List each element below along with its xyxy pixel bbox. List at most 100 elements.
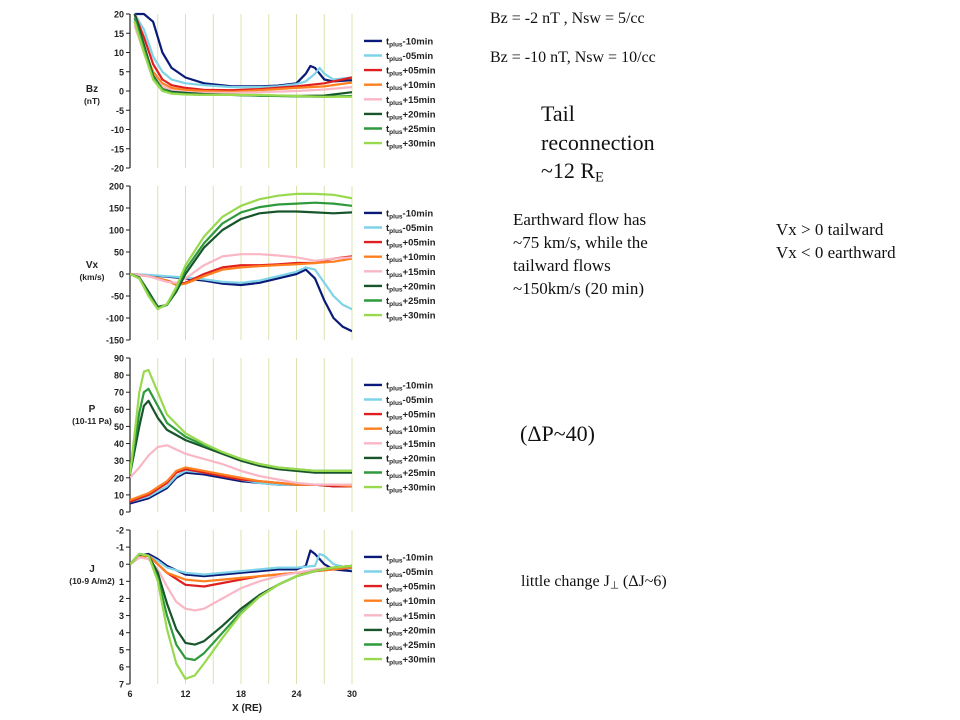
y-tick-label: 150 (109, 204, 124, 214)
series-line (133, 21, 352, 98)
x-tick-label: 18 (236, 689, 246, 699)
legend-label: tplus+10min (386, 424, 436, 436)
y-tick-label: -5 (116, 106, 124, 116)
legend-label: tplus+20min (386, 625, 436, 637)
series-line (133, 13, 352, 89)
legend-label: tplus+05min (386, 238, 436, 250)
y-tick-label: 1 (119, 577, 124, 587)
panel-p: 90 80 70 60 50 40 30 20 10 0 P(10-11 Pa) tplus-10mi… (72, 354, 436, 518)
legend-label: tplus+15min (386, 95, 436, 107)
y-tick-label: -1 (116, 543, 124, 553)
legend-label: tplus+10min (386, 596, 436, 608)
y-tick-label: 0 (119, 87, 124, 97)
series-line (130, 192, 352, 311)
legend-label: tplus+30min (386, 311, 436, 323)
vx-note-line-2: Vx < 0 earthward (776, 242, 896, 262)
legend-label: tplus+05min (386, 66, 436, 78)
series-line (130, 266, 352, 311)
y-tick-label: -50 (111, 292, 124, 302)
y-tick-label: 15 (114, 29, 124, 39)
y-tick-label: 7 (119, 680, 124, 690)
y-tick-label: -2 (116, 526, 124, 536)
series-line (130, 549, 352, 578)
tail-note-distance: ~12 R (541, 158, 596, 184)
y-tick-label: 200 (109, 182, 124, 192)
x-tick-label: 30 (347, 689, 357, 699)
y-tick-label: 2 (119, 594, 124, 604)
legend-label: tplus+05min (386, 582, 436, 594)
y-tick-label: -10 (111, 125, 124, 135)
y-tick-label: 50 (114, 422, 124, 432)
y-tick-label: 20 (114, 10, 124, 20)
y-tick-label: 0 (119, 508, 124, 518)
legend: tplus-10min tplus-05min tplus+05min tplus+1… (364, 552, 436, 667)
y-tick-label: -15 (111, 144, 124, 154)
legend-label: tplus+25min (386, 640, 436, 652)
legend-label: tplus+30min (386, 655, 436, 667)
legend-label: tplus-10min (386, 208, 433, 220)
y-axis-unit: (nT) (84, 96, 100, 106)
jperp-note-text: little change J (521, 573, 610, 590)
y-tick-label: 6 (119, 662, 124, 672)
legend-label: tplus+25min (386, 296, 436, 308)
legend-label: tplus+25min (386, 124, 436, 136)
legend: tplus-10min tplus-05min tplus+05min tplus+1… (364, 208, 436, 323)
legend-label: tplus-05min (386, 51, 433, 63)
x-tick-label: 6 (127, 689, 132, 699)
y-axis-label: P (89, 404, 96, 415)
legend: tplus-10min tplus-05min tplus+05min tplus+1… (364, 380, 436, 495)
tail-note-subscript: E (595, 169, 604, 186)
y-tick-label: 0 (119, 270, 124, 280)
panel-bz: 20151050-5-10-15-20Bz(nT)tplus-10mintplu… (84, 10, 436, 174)
flow-note-line-2: ~75 km/s, while the (513, 232, 648, 252)
y-tick-label: 100 (109, 226, 124, 236)
flow-note-line-3: tailward flows (513, 255, 611, 275)
y-tick-label: -150 (106, 336, 124, 346)
y-tick-label: 50 (114, 248, 124, 258)
y-tick-label: 70 (114, 388, 124, 398)
condition-label-1: Bz = -2 nT , Nsw = 5/cc (490, 10, 645, 27)
y-tick-label: 10 (114, 490, 124, 500)
legend-label: tplus+10min (386, 80, 436, 92)
y-tick-label: 4 (119, 628, 124, 638)
y-axis-label: J (89, 564, 95, 575)
legend-label: tplus-05min (386, 567, 433, 579)
series-line (130, 253, 352, 284)
legend-label: tplus+20min (386, 109, 436, 121)
delta-p-note: (ΔP~40) (520, 421, 595, 446)
y-axis-unit: (10-11 Pa) (72, 416, 112, 426)
legend-label: tplus-10min (386, 36, 433, 48)
jperp-note-subscript: ⊥ (609, 580, 619, 592)
flow-note-line-4: ~150km/s (20 min) (513, 278, 645, 298)
y-tick-label: 90 (114, 354, 124, 364)
y-tick-label: 60 (114, 405, 124, 415)
legend-label: tplus+05min (386, 410, 436, 422)
y-tick-label: 10 (114, 48, 124, 58)
y-tick-label: 80 (114, 371, 124, 381)
y-tick-label: 20 (114, 473, 124, 483)
y-tick-label: -20 (111, 164, 124, 174)
series-line (130, 399, 352, 475)
y-tick-label: 5 (119, 645, 124, 655)
y-tick-label: -100 (106, 314, 124, 324)
flow-note-line-1: Earthward flow has (513, 210, 647, 229)
tail-note-line-3: ~12 RE (541, 157, 655, 187)
vx-sign-note: Vx > 0 tailward Vx < 0 earthward (776, 219, 896, 265)
condition-label-2: Bz = -10 nT, Nsw = 10/cc (490, 49, 656, 66)
y-axis-unit: (km/s) (79, 272, 104, 282)
y-tick-label: 40 (114, 439, 124, 449)
series-line (130, 444, 352, 486)
y-tick-label: 30 (114, 456, 124, 466)
vx-note-line-1: Vx > 0 tailward (776, 220, 884, 239)
y-tick-label: 5 (119, 67, 124, 77)
legend-label: tplus-10min (386, 380, 433, 392)
series-line (133, 13, 352, 92)
flow-speed-note: Earthward flow has ~75 km/s, while the t… (513, 209, 648, 301)
jperp-note: little change J⊥ (ΔJ~6) (521, 572, 667, 593)
legend-label: tplus-05min (386, 223, 433, 235)
y-tick-label: 3 (119, 611, 124, 621)
y-axis-unit: (10-9 A/m2) (69, 576, 115, 586)
legend-label: tplus+25min (386, 468, 436, 480)
